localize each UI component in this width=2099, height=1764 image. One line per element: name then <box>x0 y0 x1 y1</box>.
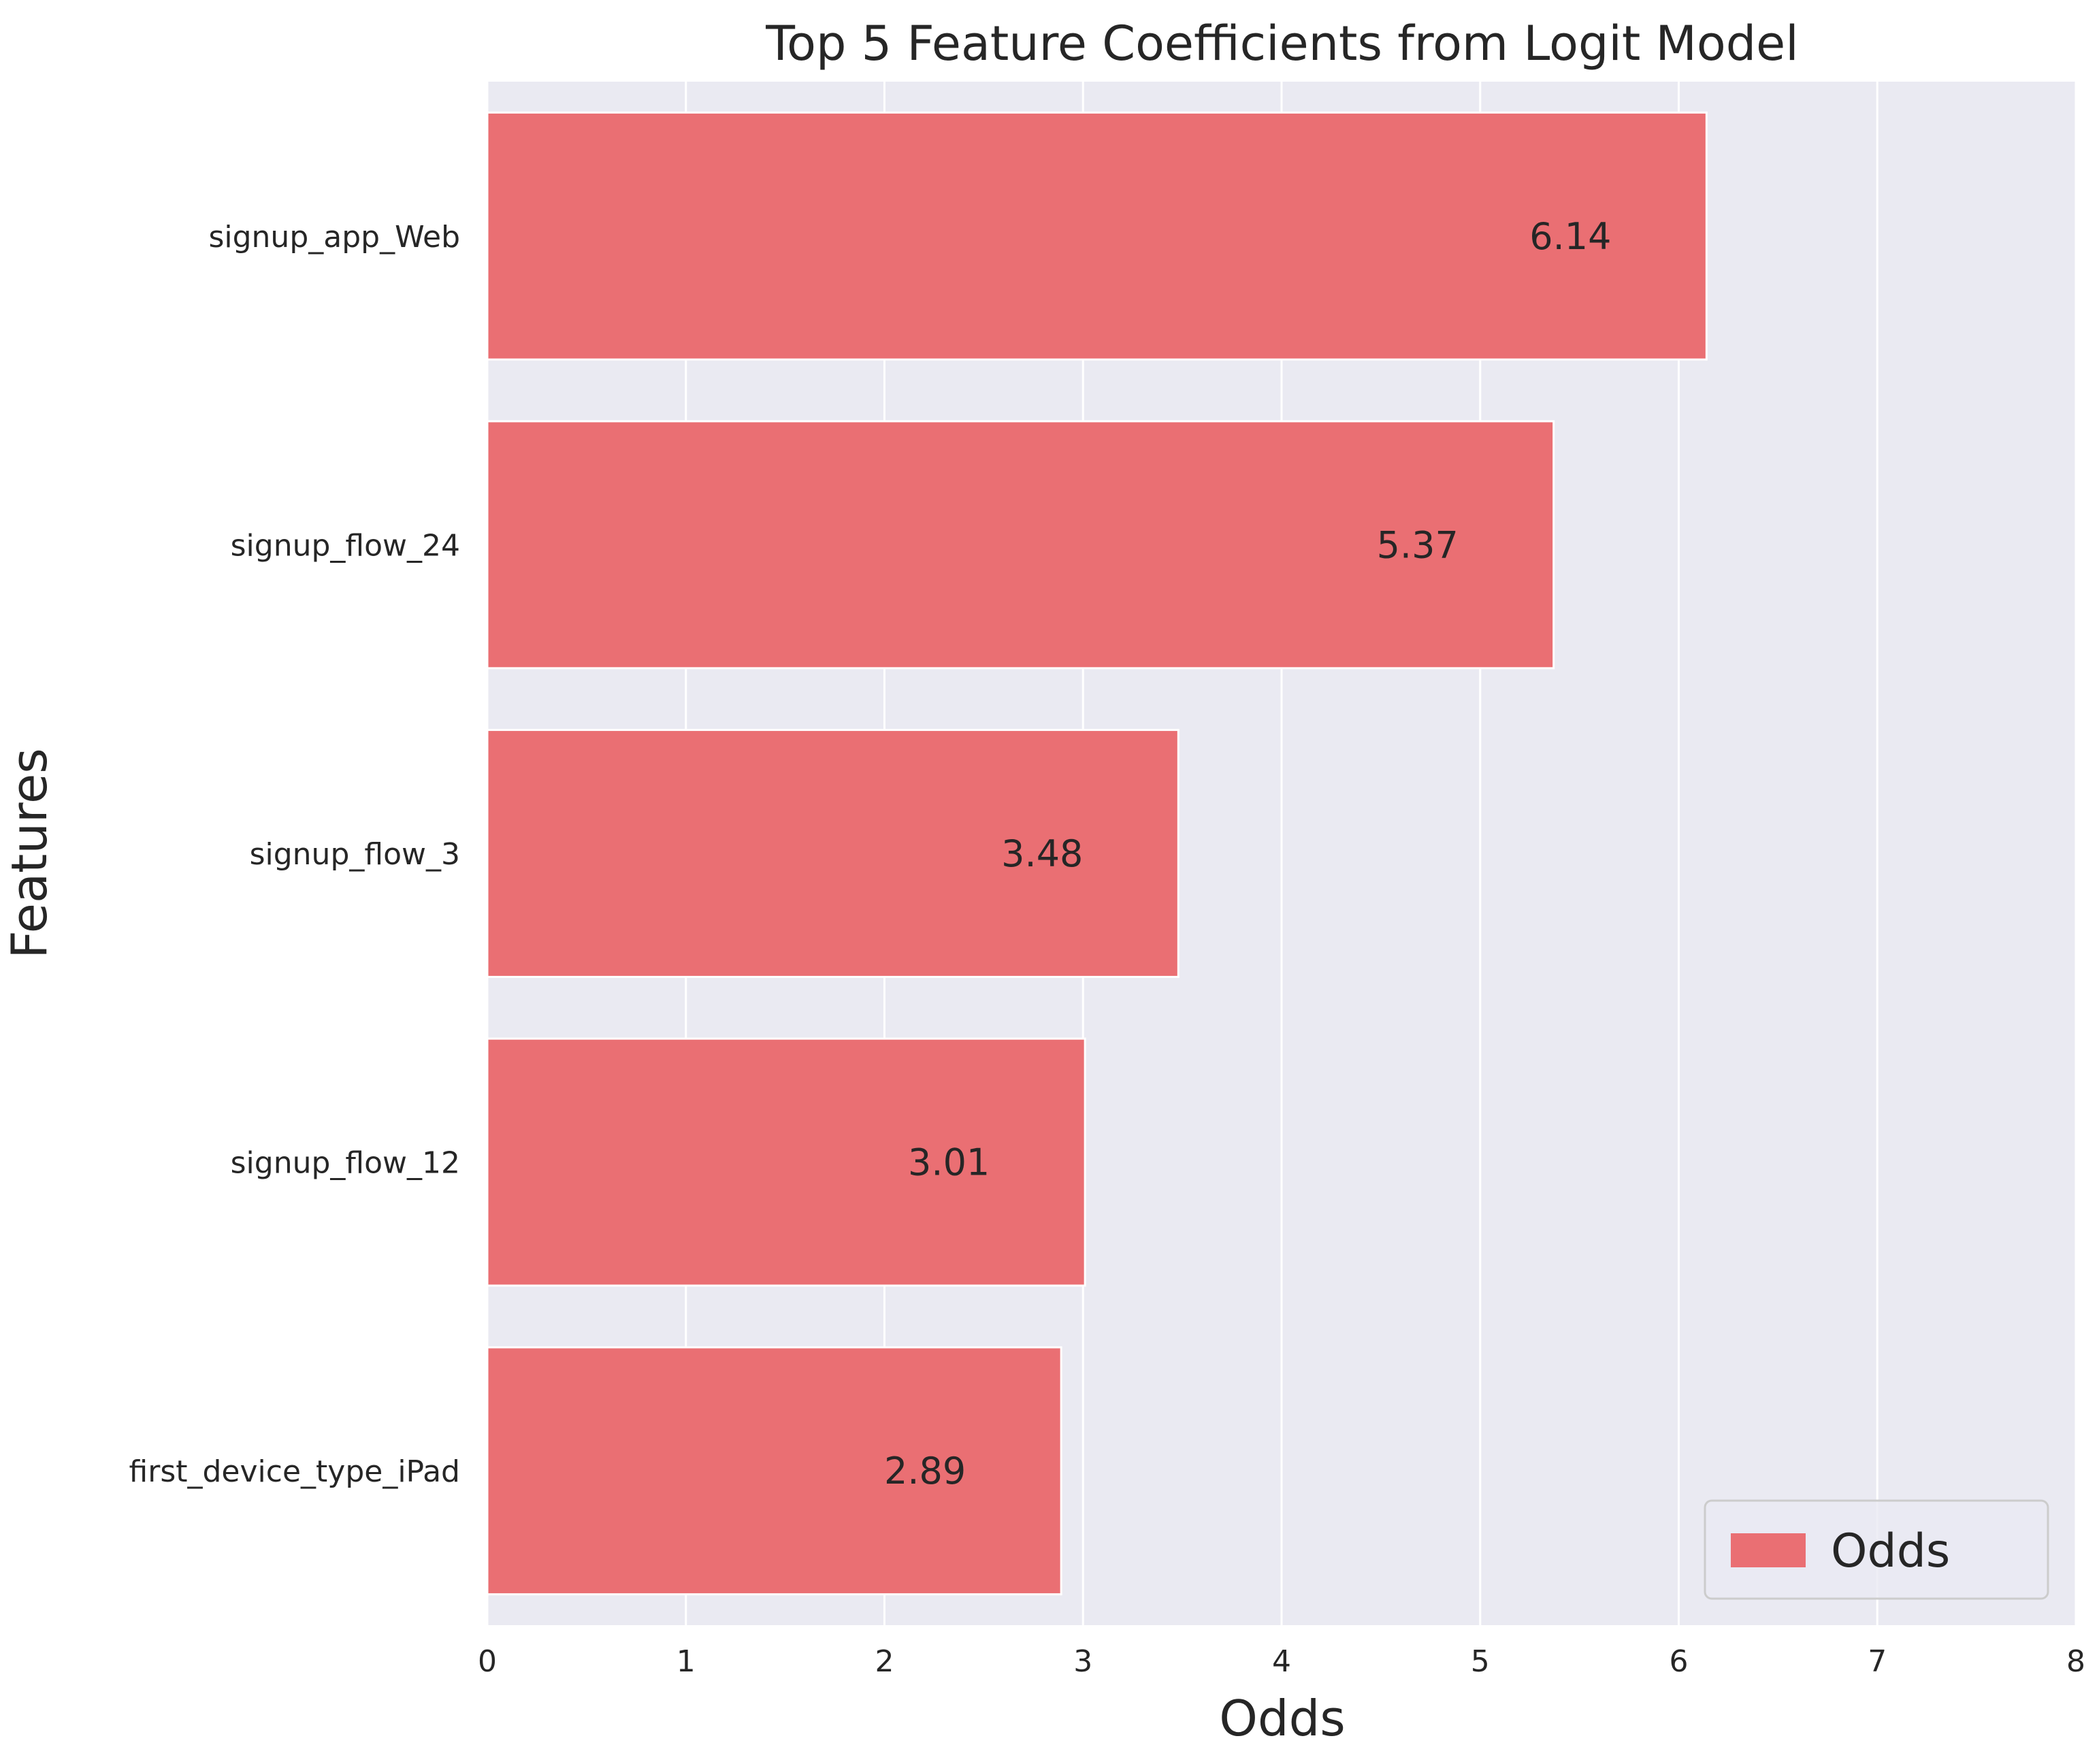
data-labels: 6.14 5.37 3.48 3.01 2.89 <box>884 215 1611 1492</box>
data-label: 3.48 <box>1001 832 1083 875</box>
x-tick-label: 7 <box>1868 1644 1887 1679</box>
bars <box>486 111 1708 1596</box>
y-axis-label: Features <box>1 748 58 959</box>
x-tick-labels: 0 1 2 3 4 5 6 7 8 <box>478 1644 2085 1679</box>
data-label: 5.37 <box>1377 523 1459 566</box>
bar-signup_flow_3 <box>486 729 1179 978</box>
x-axis-label: Odds <box>1219 1690 1346 1747</box>
x-tick-label: 0 <box>478 1644 497 1679</box>
bar-signup_app_Web <box>486 111 1708 361</box>
x-tick-label: 1 <box>677 1644 696 1679</box>
data-label: 3.01 <box>908 1141 990 1184</box>
bar-first_device_type_iPad <box>486 1346 1062 1596</box>
bar-signup_flow_12 <box>486 1037 1086 1287</box>
legend-label: Odds <box>1831 1524 1950 1578</box>
x-tick-label: 8 <box>2066 1644 2085 1679</box>
category-label: signup_app_Web <box>208 220 460 255</box>
data-label: 2.89 <box>884 1450 966 1492</box>
legend-box <box>1704 1499 2049 1600</box>
category-label: signup_flow_12 <box>231 1146 460 1181</box>
chart-title: Top 5 Feature Coefficients from Logit Mo… <box>765 16 1798 71</box>
category-label: first_device_type_iPad <box>129 1454 460 1489</box>
x-tick-label: 4 <box>1272 1644 1291 1679</box>
category-label: signup_flow_3 <box>250 837 460 872</box>
x-tick-label: 5 <box>1471 1644 1490 1679</box>
bar-signup_flow_24 <box>486 420 1555 670</box>
x-tick-label: 3 <box>1073 1644 1092 1679</box>
data-label: 6.14 <box>1529 215 1611 258</box>
x-tick-label: 6 <box>1670 1644 1689 1679</box>
legend: Odds <box>1704 1499 2049 1600</box>
category-labels: signup_app_Web signup_flow_24 signup_flow_… <box>129 220 460 1489</box>
x-tick-label: 2 <box>875 1644 894 1679</box>
category-label: signup_flow_24 <box>231 528 460 563</box>
legend-swatch <box>1731 1533 1806 1567</box>
